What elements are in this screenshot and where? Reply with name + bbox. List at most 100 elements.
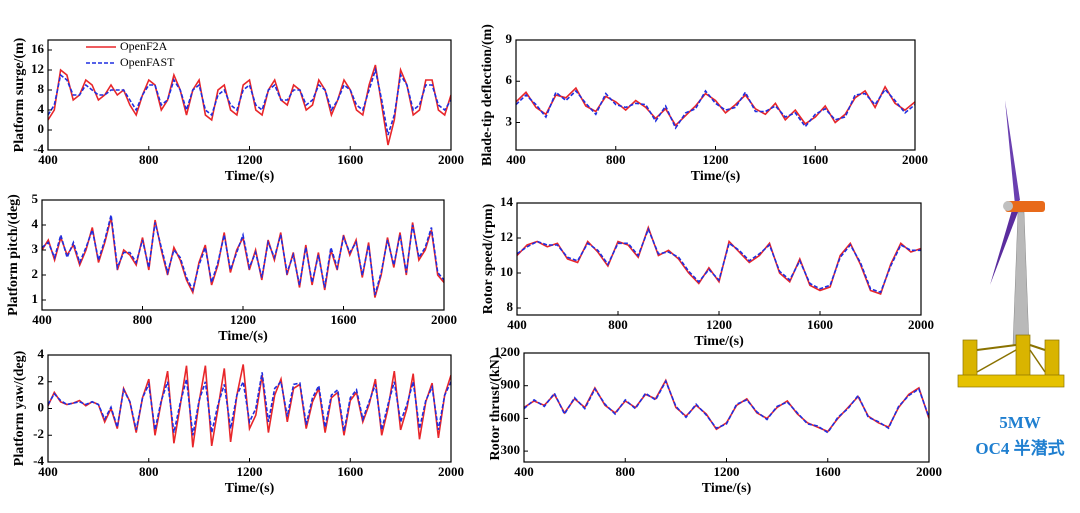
y-tick-label: 4 [38,101,45,116]
x-tick-label: 800 [606,152,626,167]
series-line [48,364,451,448]
x-tick-label: 400 [514,464,534,479]
y-tick-label: 14 [500,194,514,209]
axes-frame [516,202,922,316]
y-tick-label: 2 [38,373,45,388]
x-tick-label: 1600 [337,152,363,167]
x-tick-label: 2000 [902,152,928,167]
y-tick-label: 10 [500,264,513,279]
x-tick-label: 400 [38,152,58,167]
subplot: 400 800 1200 1600 2000 300 600 900 1200 Time/(s) R… [488,344,942,496]
x-tick-label: 1200 [714,464,740,479]
x-axis-label: Time/(s) [702,481,752,496]
y-tick-label: 5 [32,191,39,206]
y-tick-label: 4 [32,216,39,231]
x-tick-label: 400 [32,312,52,327]
x-axis-label: Time/(s) [218,329,268,344]
x-tick-label: 1200 [237,152,263,167]
x-tick-label: 1600 [331,312,357,327]
series-line [48,64,451,146]
x-tick-label: 400 [506,152,526,167]
series-line [42,214,444,296]
x-tick-label: 1600 [337,464,363,479]
y-axis-label: Platform surge/(m) [12,37,27,152]
y-tick-label: 9 [506,31,513,46]
y-axis-label: Rotor speed/(rpm) [481,203,496,314]
x-axis-label: Time/(s) [694,334,744,349]
legend-label: OpenF2A [120,39,168,53]
plot-area [48,64,451,146]
x-tick-label: 1600 [807,317,833,332]
y-tick-label: 1200 [494,344,520,359]
series-line [48,372,451,436]
y-axis-label: Platform pitch/(deg) [6,194,21,316]
axes-frame [515,39,916,151]
subplot: 400 800 1200 1600 2000 -4 -2 0 2 4 Time/(s) Platfor… [12,346,464,496]
x-tick-label: 2000 [438,464,464,479]
plot-area [48,364,451,448]
series-line [516,85,915,127]
x-axis-label: Time/(s) [225,169,275,184]
y-tick-label: 8 [38,81,45,96]
x-tick-label: 2000 [908,317,934,332]
y-tick-label: -4 [33,141,44,156]
y-tick-label: 0 [38,399,45,414]
y-tick-label: -2 [33,426,44,441]
axes-frame [41,199,445,311]
series-line [48,66,451,136]
illustration-label: 5MW [999,413,1041,432]
x-tick-label: 2000 [916,464,942,479]
x-axis-label: Time/(s) [225,481,275,496]
plot-area [524,378,929,434]
y-tick-label: 16 [31,41,45,56]
subplot: 400 800 1200 1600 2000 8 10 12 14 Time/(s) Rotor s… [481,194,934,349]
y-tick-label: 4 [38,346,45,361]
illustration-label: OC4 半潜式 [975,438,1064,458]
x-tick-label: 2000 [431,312,457,327]
turbine-illustration: 5MW OC4 半潜式 [957,100,1065,458]
y-tick-label: 12 [31,61,44,76]
x-tick-label: 400 [507,317,527,332]
x-tick-label: 1600 [802,152,828,167]
axes-frame [47,354,452,463]
series-line [516,88,915,130]
y-tick-label: 1 [32,291,39,306]
y-tick-label: 2 [32,266,39,281]
x-axis-label: Time/(s) [691,169,741,184]
y-tick-label: 12 [500,229,513,244]
x-tick-label: 1600 [815,464,841,479]
series-line [517,227,921,294]
subplot: 400 800 1200 1600 2000 1 2 3 4 5 Time/(s) Platform … [6,191,457,344]
y-tick-label: -4 [33,453,44,468]
x-tick-label: 800 [608,317,628,332]
x-tick-label: 800 [616,464,636,479]
subplot: 400 800 1200 1600 2000 -4 0 4 8 12 16 Time/(s) Platf… [12,37,464,184]
x-tick-label: 800 [133,312,153,327]
y-axis-label: Blade-tip deflection/(m) [480,24,495,166]
y-tick-label: 6 [506,72,513,87]
x-tick-label: 1200 [703,152,729,167]
y-tick-label: 3 [32,241,39,256]
x-tick-label: 2000 [438,152,464,167]
plot-area [517,225,921,296]
y-tick-label: 600 [501,409,521,424]
series-line [524,379,929,434]
x-tick-label: 1200 [237,464,263,479]
x-tick-label: 1200 [230,312,256,327]
x-tick-label: 1200 [706,317,732,332]
x-tick-label: 800 [139,464,159,479]
y-tick-label: 8 [507,299,514,314]
y-axis-label: Rotor thrust/(kN) [488,354,503,460]
y-tick-label: 3 [506,113,513,128]
plot-area [42,214,444,298]
x-tick-label: 800 [139,152,159,167]
y-tick-label: 900 [501,377,521,392]
plot-area [516,85,915,130]
y-tick-label: 300 [501,442,521,457]
subplot: 400 800 1200 1600 2000 3 6 9 Time/(s) Blade-tip d… [480,24,928,185]
legend-label: OpenFAST [120,55,175,69]
y-axis-label: Platform yaw/(deg) [12,350,27,466]
series-line [517,225,921,296]
x-tick-label: 400 [38,464,58,479]
